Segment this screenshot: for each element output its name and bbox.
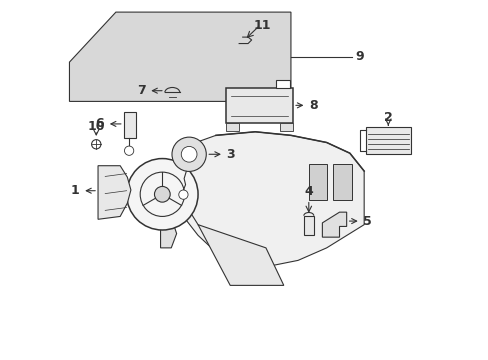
Text: 4: 4 bbox=[304, 185, 312, 198]
Bar bbox=[303, 216, 313, 235]
Text: 10: 10 bbox=[87, 120, 104, 133]
Bar bbox=[123, 112, 135, 138]
Polygon shape bbox=[98, 166, 131, 219]
Bar bbox=[225, 88, 292, 123]
Bar bbox=[225, 123, 238, 131]
Circle shape bbox=[124, 146, 134, 156]
Bar bbox=[332, 164, 351, 200]
Bar bbox=[275, 80, 289, 88]
Polygon shape bbox=[165, 132, 364, 267]
Circle shape bbox=[179, 190, 188, 199]
Text: 9: 9 bbox=[354, 50, 363, 63]
Circle shape bbox=[181, 147, 197, 162]
Text: 6: 6 bbox=[95, 117, 121, 130]
Text: 3: 3 bbox=[209, 148, 235, 161]
Circle shape bbox=[154, 186, 170, 202]
Bar bbox=[280, 123, 292, 131]
Polygon shape bbox=[322, 212, 346, 237]
Text: 11: 11 bbox=[253, 19, 271, 32]
Circle shape bbox=[126, 158, 198, 230]
Bar bbox=[365, 127, 410, 154]
Text: 1: 1 bbox=[71, 184, 95, 197]
Text: 5: 5 bbox=[349, 215, 371, 228]
Polygon shape bbox=[198, 225, 283, 285]
Circle shape bbox=[172, 137, 206, 171]
Text: 2: 2 bbox=[383, 111, 392, 124]
Text: 7: 7 bbox=[137, 84, 162, 97]
Text: 8: 8 bbox=[295, 99, 317, 112]
Polygon shape bbox=[160, 217, 176, 248]
Circle shape bbox=[91, 140, 101, 149]
Polygon shape bbox=[69, 12, 290, 102]
Bar bbox=[308, 164, 326, 200]
